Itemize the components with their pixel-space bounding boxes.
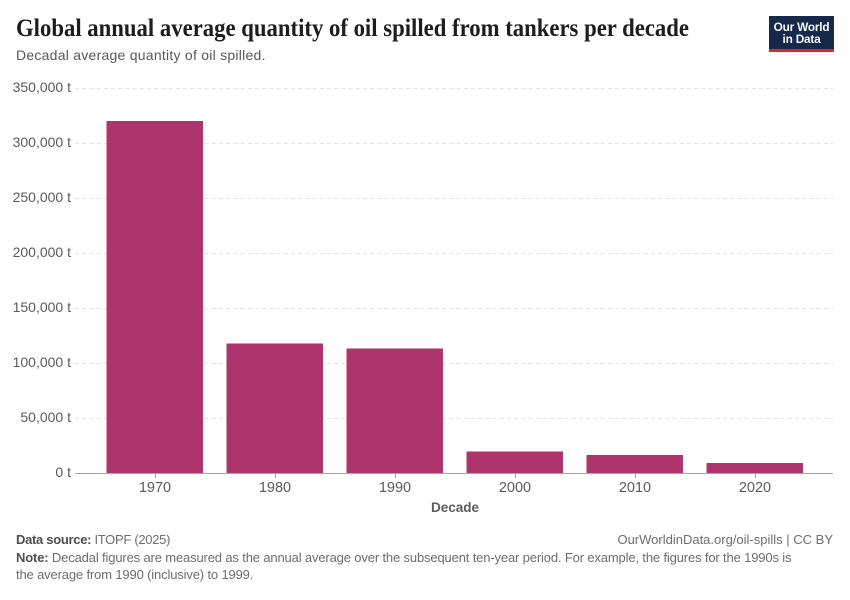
svg-text:150,000 t: 150,000 t [13, 299, 71, 315]
svg-text:1970: 1970 [139, 480, 171, 496]
svg-text:0 t: 0 t [55, 464, 71, 480]
svg-text:1980: 1980 [259, 480, 291, 496]
svg-text:350,000 t: 350,000 t [13, 79, 71, 95]
svg-text:1990: 1990 [379, 480, 411, 496]
svg-text:100,000 t: 100,000 t [13, 354, 71, 370]
svg-text:50,000 t: 50,000 t [20, 409, 71, 425]
svg-text:300,000 t: 300,000 t [13, 134, 71, 150]
svg-text:Decade: Decade [431, 500, 480, 515]
svg-text:200,000 t: 200,000 t [13, 244, 71, 260]
svg-text:250,000 t: 250,000 t [13, 189, 71, 205]
svg-text:2020: 2020 [739, 480, 771, 496]
svg-text:2010: 2010 [619, 480, 651, 496]
svg-text:2000: 2000 [499, 480, 531, 496]
